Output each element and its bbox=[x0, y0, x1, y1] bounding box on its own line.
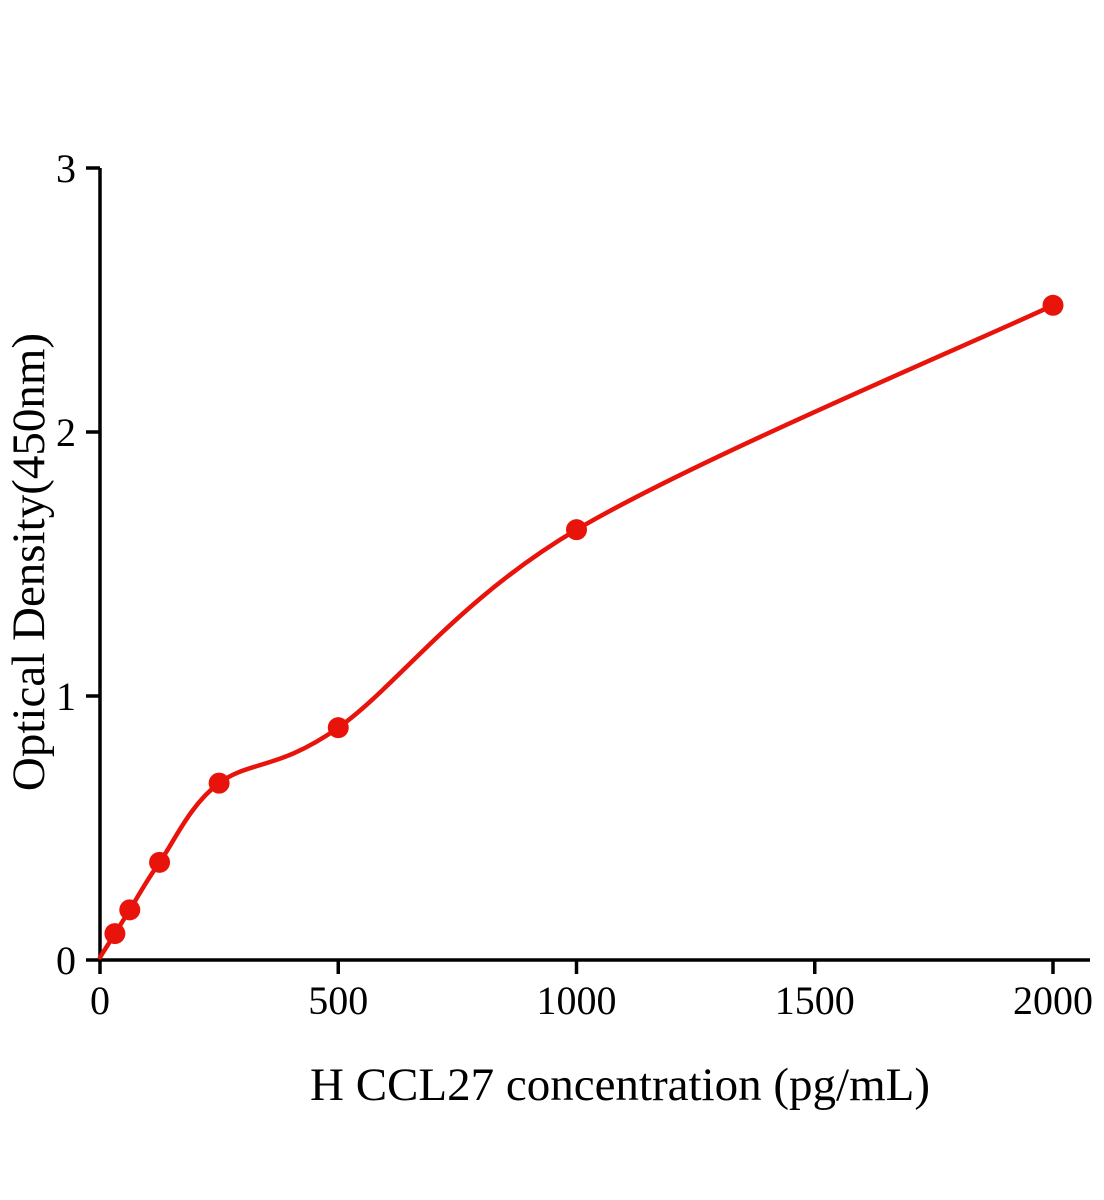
x-tick-label: 1000 bbox=[537, 978, 617, 1023]
x-tick-label: 500 bbox=[308, 978, 368, 1023]
y-tick-label: 3 bbox=[56, 146, 76, 191]
data-point bbox=[566, 519, 587, 541]
y-tick-label: 0 bbox=[56, 938, 76, 983]
x-tick-label: 2000 bbox=[1013, 978, 1093, 1023]
x-tick-label: 0 bbox=[90, 978, 110, 1023]
data-point bbox=[1042, 294, 1064, 316]
data-point bbox=[104, 923, 126, 945]
y-tick-label: 1 bbox=[56, 674, 76, 719]
data-point bbox=[208, 772, 230, 794]
data-point bbox=[149, 851, 171, 873]
x-axis-title: H CCL27 concentration (pg/mL) bbox=[310, 1059, 930, 1111]
data-point bbox=[327, 717, 349, 739]
y-tick-label: 2 bbox=[56, 410, 76, 455]
fit-curve bbox=[97, 303, 1056, 960]
axes: 0 500 1000 1500 2000 0 1 2 3 bbox=[56, 146, 1093, 1023]
standard-curve-series bbox=[97, 294, 1064, 960]
x-tick-label: 1500 bbox=[775, 978, 855, 1023]
data-point bbox=[119, 899, 141, 921]
y-axis-title: Optical Density(450nm) bbox=[3, 333, 55, 791]
